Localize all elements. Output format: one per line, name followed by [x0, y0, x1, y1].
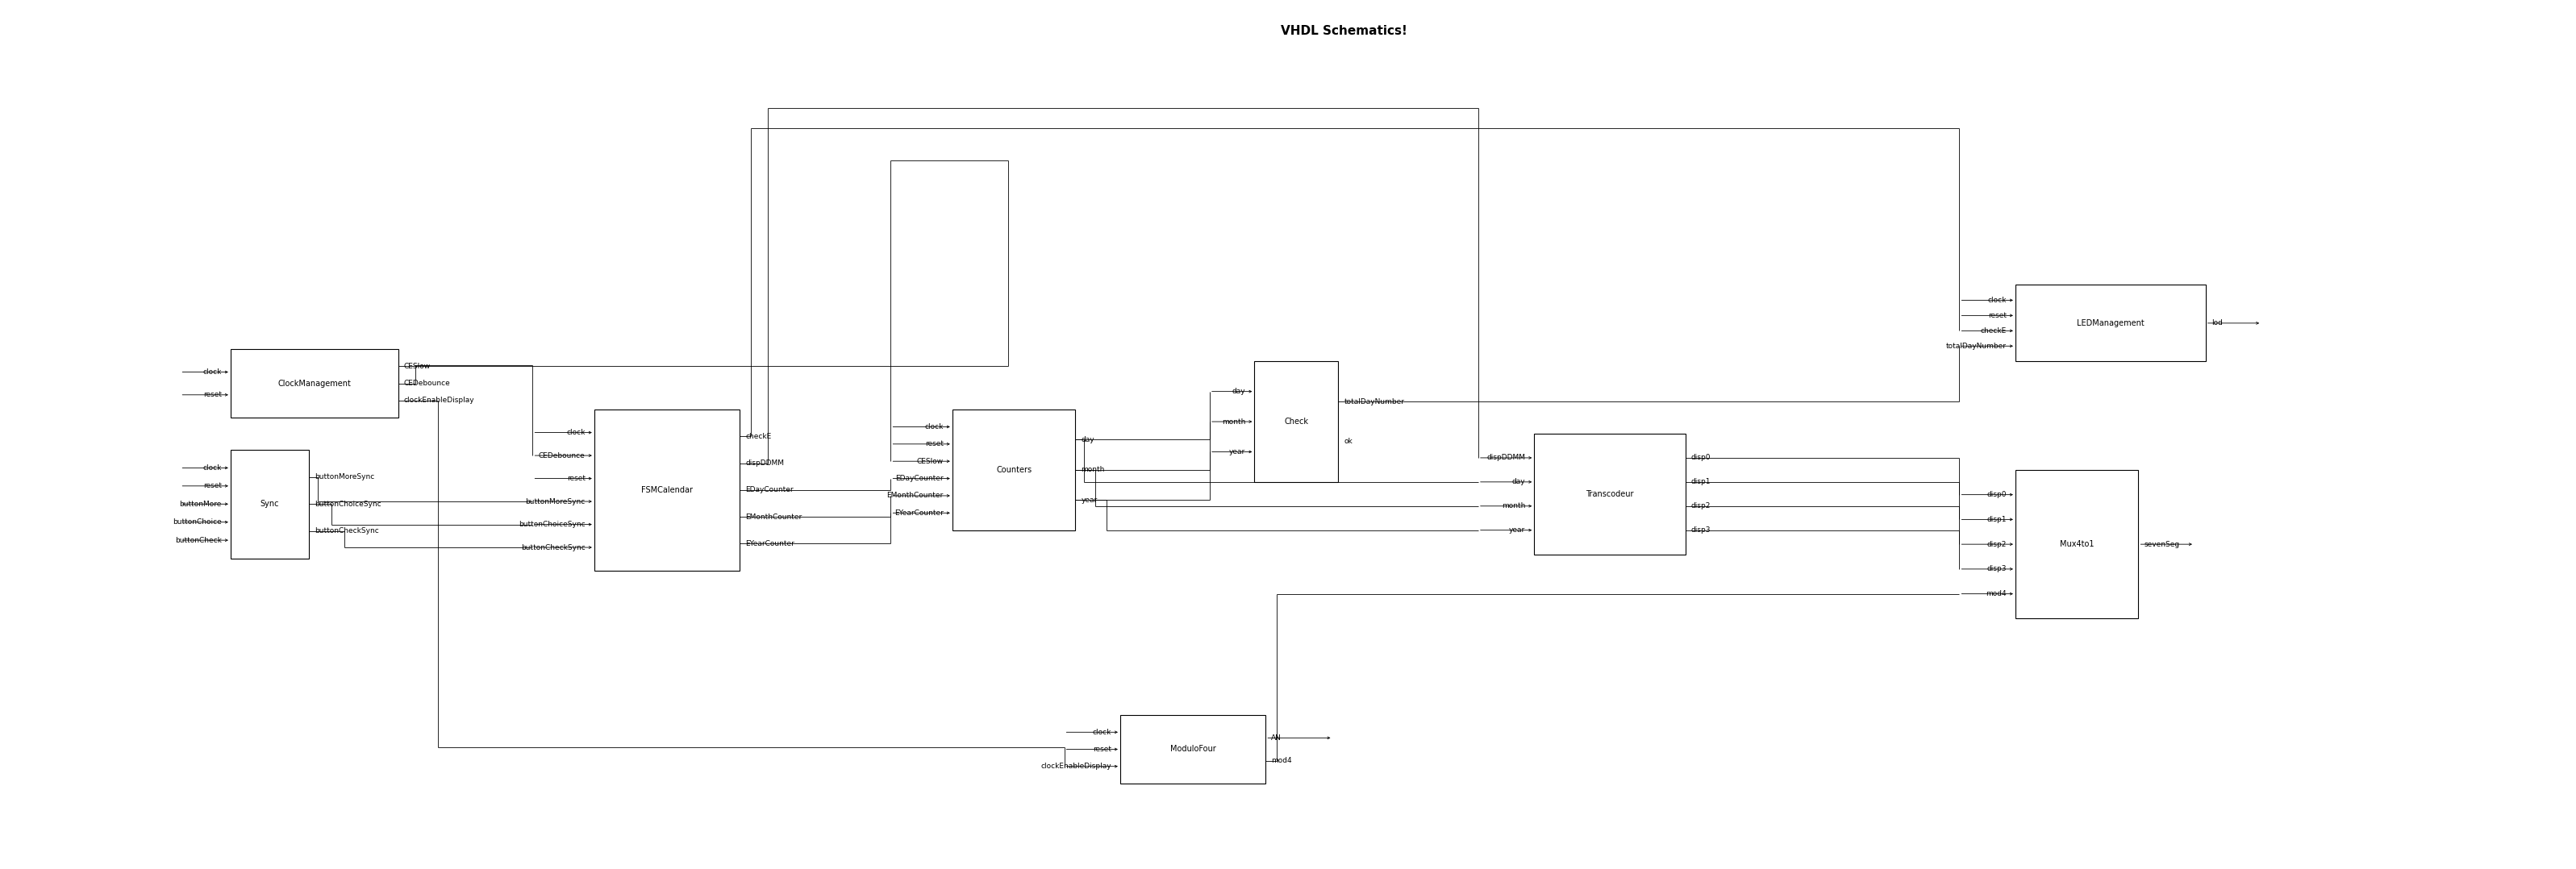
Text: dispDDMM: dispDDMM [1486, 454, 1525, 461]
Bar [2014, 470, 2138, 619]
Text: day: day [1231, 388, 1244, 395]
Text: totalDayNumber: totalDayNumber [1945, 342, 2007, 349]
Text: EMonthCounter: EMonthCounter [744, 514, 801, 521]
Text: EDayCounter: EDayCounter [896, 474, 943, 482]
Text: buttonMoreSync: buttonMoreSync [314, 474, 374, 481]
Text: clock: clock [1092, 728, 1110, 736]
Text: checkE: checkE [1981, 327, 2007, 335]
Text: CEDebounce: CEDebounce [538, 452, 585, 459]
Text: Counters: Counters [997, 466, 1030, 474]
Text: sevenSeg: sevenSeg [2143, 541, 2179, 547]
Text: buttonCheckSync: buttonCheckSync [520, 544, 585, 551]
Text: Check: Check [1285, 418, 1309, 426]
Text: Mux4to1: Mux4to1 [2061, 541, 2094, 548]
Text: mod4: mod4 [1270, 757, 1293, 765]
Text: Transcodeur: Transcodeur [1587, 490, 1633, 498]
Text: day: day [1512, 478, 1525, 486]
Text: reset: reset [567, 474, 585, 482]
Text: month: month [1082, 467, 1105, 474]
Bar [2014, 285, 2205, 362]
Text: month: month [1502, 502, 1525, 510]
Text: buttonChoiceSync: buttonChoiceSync [518, 521, 585, 528]
Text: clock: clock [204, 464, 222, 472]
Text: checkE: checkE [744, 433, 770, 440]
Text: EYearCounter: EYearCounter [894, 509, 943, 516]
Text: reset: reset [204, 391, 222, 399]
Text: year: year [1229, 448, 1244, 455]
Bar [229, 450, 309, 558]
Bar [1535, 434, 1685, 554]
Text: year: year [1510, 527, 1525, 534]
Bar [953, 409, 1074, 530]
Text: disp2: disp2 [1690, 502, 1710, 510]
Text: EYearCounter: EYearCounter [744, 540, 793, 547]
Text: disp3: disp3 [1690, 527, 1710, 534]
Text: EDayCounter: EDayCounter [744, 487, 793, 494]
Bar [1255, 362, 1340, 482]
Text: buttonCheckSync: buttonCheckSync [314, 527, 379, 534]
Text: dispDDMM: dispDDMM [744, 460, 783, 467]
Text: CESlow: CESlow [917, 458, 943, 465]
Text: day: day [1082, 436, 1095, 443]
Text: reset: reset [1092, 746, 1110, 753]
Text: clockEnableDisplay: clockEnableDisplay [404, 397, 474, 404]
Text: ClockManagement: ClockManagement [278, 380, 350, 388]
Text: disp2: disp2 [1986, 541, 2007, 547]
Text: buttonChoiceSync: buttonChoiceSync [314, 501, 381, 507]
Text: disp1: disp1 [1986, 516, 2007, 523]
Text: clock: clock [204, 368, 222, 375]
Text: disp1: disp1 [1690, 478, 1710, 486]
Text: FSMCalendar: FSMCalendar [641, 486, 693, 494]
Text: disp3: disp3 [1986, 566, 2007, 573]
Text: ok: ok [1345, 438, 1352, 446]
Text: buttonMoreSync: buttonMoreSync [526, 498, 585, 505]
Text: lod: lod [2210, 320, 2223, 327]
Text: AN: AN [1270, 734, 1283, 741]
Text: reset: reset [204, 482, 222, 489]
Text: totalDayNumber: totalDayNumber [1345, 398, 1404, 405]
Bar [595, 409, 739, 570]
Text: buttonMore: buttonMore [180, 501, 222, 507]
Text: disp0: disp0 [1690, 454, 1710, 461]
Text: CESlow: CESlow [404, 362, 430, 370]
Text: clock: clock [925, 423, 943, 430]
Text: ModuloFour: ModuloFour [1170, 746, 1216, 753]
Text: reset: reset [1989, 312, 2007, 319]
Text: VHDL Schematics!: VHDL Schematics! [1280, 25, 1406, 37]
Bar [229, 349, 399, 418]
Text: Sync: Sync [260, 500, 278, 508]
Text: buttonCheck: buttonCheck [175, 536, 222, 544]
Text: month: month [1221, 418, 1244, 425]
Text: clock: clock [1989, 296, 2007, 304]
Text: year: year [1082, 496, 1097, 504]
Text: CEDebounce: CEDebounce [404, 380, 451, 387]
Text: EMonthCounter: EMonthCounter [886, 492, 943, 500]
Text: reset: reset [925, 441, 943, 448]
Text: mod4: mod4 [1986, 590, 2007, 598]
Text: buttonChoice: buttonChoice [173, 519, 222, 526]
Text: clock: clock [567, 429, 585, 436]
Text: LEDManagement: LEDManagement [2076, 319, 2143, 327]
Bar [1121, 715, 1265, 784]
Text: clockEnableDisplay: clockEnableDisplay [1041, 763, 1110, 770]
Text: disp0: disp0 [1986, 491, 2007, 498]
